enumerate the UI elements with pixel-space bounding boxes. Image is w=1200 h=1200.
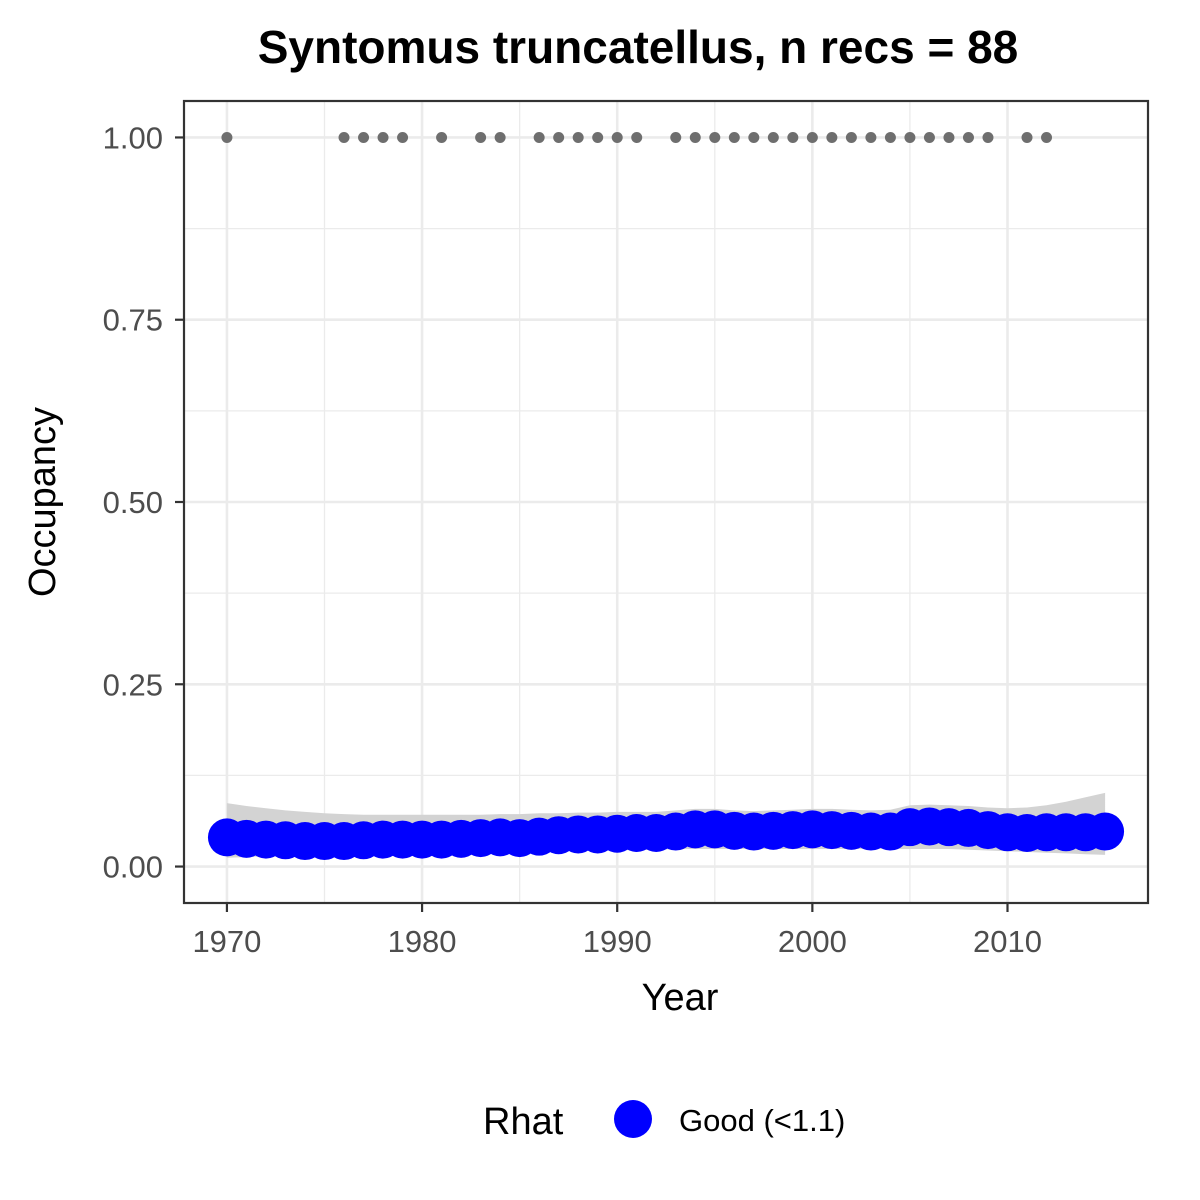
x-axis-title: Year <box>642 977 719 1019</box>
record-point <box>631 131 643 143</box>
record-point <box>358 131 370 143</box>
record-point <box>709 131 721 143</box>
record-point <box>397 131 409 143</box>
grid <box>184 101 1148 903</box>
record-point <box>845 131 857 143</box>
record-point <box>826 131 838 143</box>
x-tick-label: 2000 <box>778 924 847 959</box>
y-tick-label: 1.00 <box>103 120 163 155</box>
record-point <box>943 131 955 143</box>
x-tick-label: 2010 <box>973 924 1042 959</box>
record-point <box>982 131 994 143</box>
record-point <box>1021 131 1033 143</box>
record-point <box>494 131 506 143</box>
record-point <box>884 131 896 143</box>
record-point <box>904 131 916 143</box>
record-point <box>592 131 604 143</box>
record-point <box>748 131 760 143</box>
record-point <box>221 131 233 143</box>
axes: 1970 1980 1990 2000 2010 0.00 0.25 0.50 0.75 1.00 <box>103 120 1042 959</box>
record-point <box>533 131 545 143</box>
legend-title: Rhat <box>483 1101 564 1143</box>
record-point <box>436 131 448 143</box>
record-point <box>787 131 799 143</box>
record-point <box>475 131 487 143</box>
record-point <box>553 131 565 143</box>
record-point <box>338 131 350 143</box>
occupancy-layer <box>207 807 1125 861</box>
records-layer <box>221 131 1053 143</box>
record-point <box>767 131 779 143</box>
legend-key-good <box>614 1100 652 1138</box>
record-point <box>1041 131 1053 143</box>
x-tick-label: 1990 <box>583 924 652 959</box>
record-point <box>670 131 682 143</box>
legend-label-good: Good (<1.1) <box>679 1103 845 1138</box>
x-tick-label: 1980 <box>388 924 457 959</box>
record-point <box>572 131 584 143</box>
y-tick-label: 0.00 <box>103 850 163 885</box>
record-point <box>962 131 974 143</box>
y-tick-label: 0.50 <box>103 485 163 520</box>
legend: Rhat Good (<1.1) <box>483 1100 845 1143</box>
record-point <box>689 131 701 143</box>
occupancy-point <box>1086 812 1125 851</box>
y-tick-label: 0.75 <box>103 303 163 338</box>
record-point <box>728 131 740 143</box>
record-point <box>865 131 877 143</box>
record-point <box>611 131 623 143</box>
y-tick-label: 0.25 <box>103 667 163 702</box>
chart-title: Syntomus truncatellus, n recs = 88 <box>258 21 1019 73</box>
record-point <box>377 131 389 143</box>
record-point <box>806 131 818 143</box>
y-axis-title: Occupancy <box>22 407 64 597</box>
x-tick-label: 1970 <box>192 924 261 959</box>
record-point <box>923 131 935 143</box>
